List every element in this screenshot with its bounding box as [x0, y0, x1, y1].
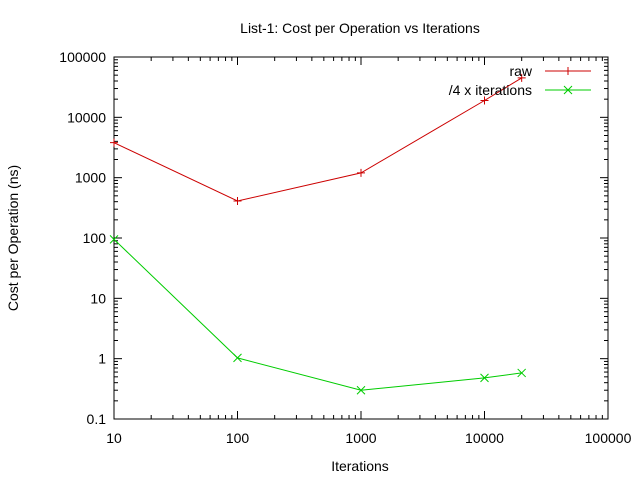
y-tick-label: 1 — [98, 351, 106, 367]
x-tick-label: 10 — [106, 430, 122, 446]
y-axis-label: Cost per Operation (ns) — [5, 165, 21, 311]
data-point — [110, 138, 118, 147]
data-point — [480, 373, 489, 383]
y-tick-label: 1000 — [75, 170, 106, 186]
data-point — [357, 168, 365, 177]
axes: 10 100 1000 10000 100000 0.1 1 10 100 1000 10000 10… — [59, 49, 631, 446]
x-axis-label: Iterations — [331, 458, 389, 474]
legend-label: /4 x iterations — [449, 82, 532, 98]
x-tick-label: 100 — [226, 430, 250, 446]
y-tick-label: 10 — [90, 290, 106, 306]
legend-marker — [563, 85, 573, 95]
data-point — [517, 368, 527, 378]
x-tick-label: 100000 — [585, 430, 632, 446]
legend-label: raw — [509, 63, 532, 79]
data-point — [109, 234, 119, 244]
chart-title: List-1: Cost per Operation vs Iterations — [240, 20, 480, 36]
data-point — [233, 353, 242, 363]
data-point — [480, 96, 489, 105]
y-tick-label: 10000 — [67, 109, 106, 125]
series-layer — [109, 73, 527, 395]
data-point — [233, 197, 242, 206]
x-tick-label: 10000 — [465, 430, 504, 446]
y-tick-label: 100000 — [59, 49, 106, 65]
y-tick-label: 100 — [83, 230, 107, 246]
y-tick-label: 0.1 — [87, 411, 107, 427]
series-line — [113, 238, 522, 391]
legend-marker — [564, 67, 572, 75]
series-1 — [110, 73, 526, 206]
legend: raw/4 x iterations — [449, 63, 591, 98]
data-point — [356, 385, 366, 395]
x-tick-label: 1000 — [345, 430, 376, 446]
plot-frame — [113, 56, 609, 420]
data-point — [517, 73, 526, 82]
series-2 — [109, 234, 527, 395]
